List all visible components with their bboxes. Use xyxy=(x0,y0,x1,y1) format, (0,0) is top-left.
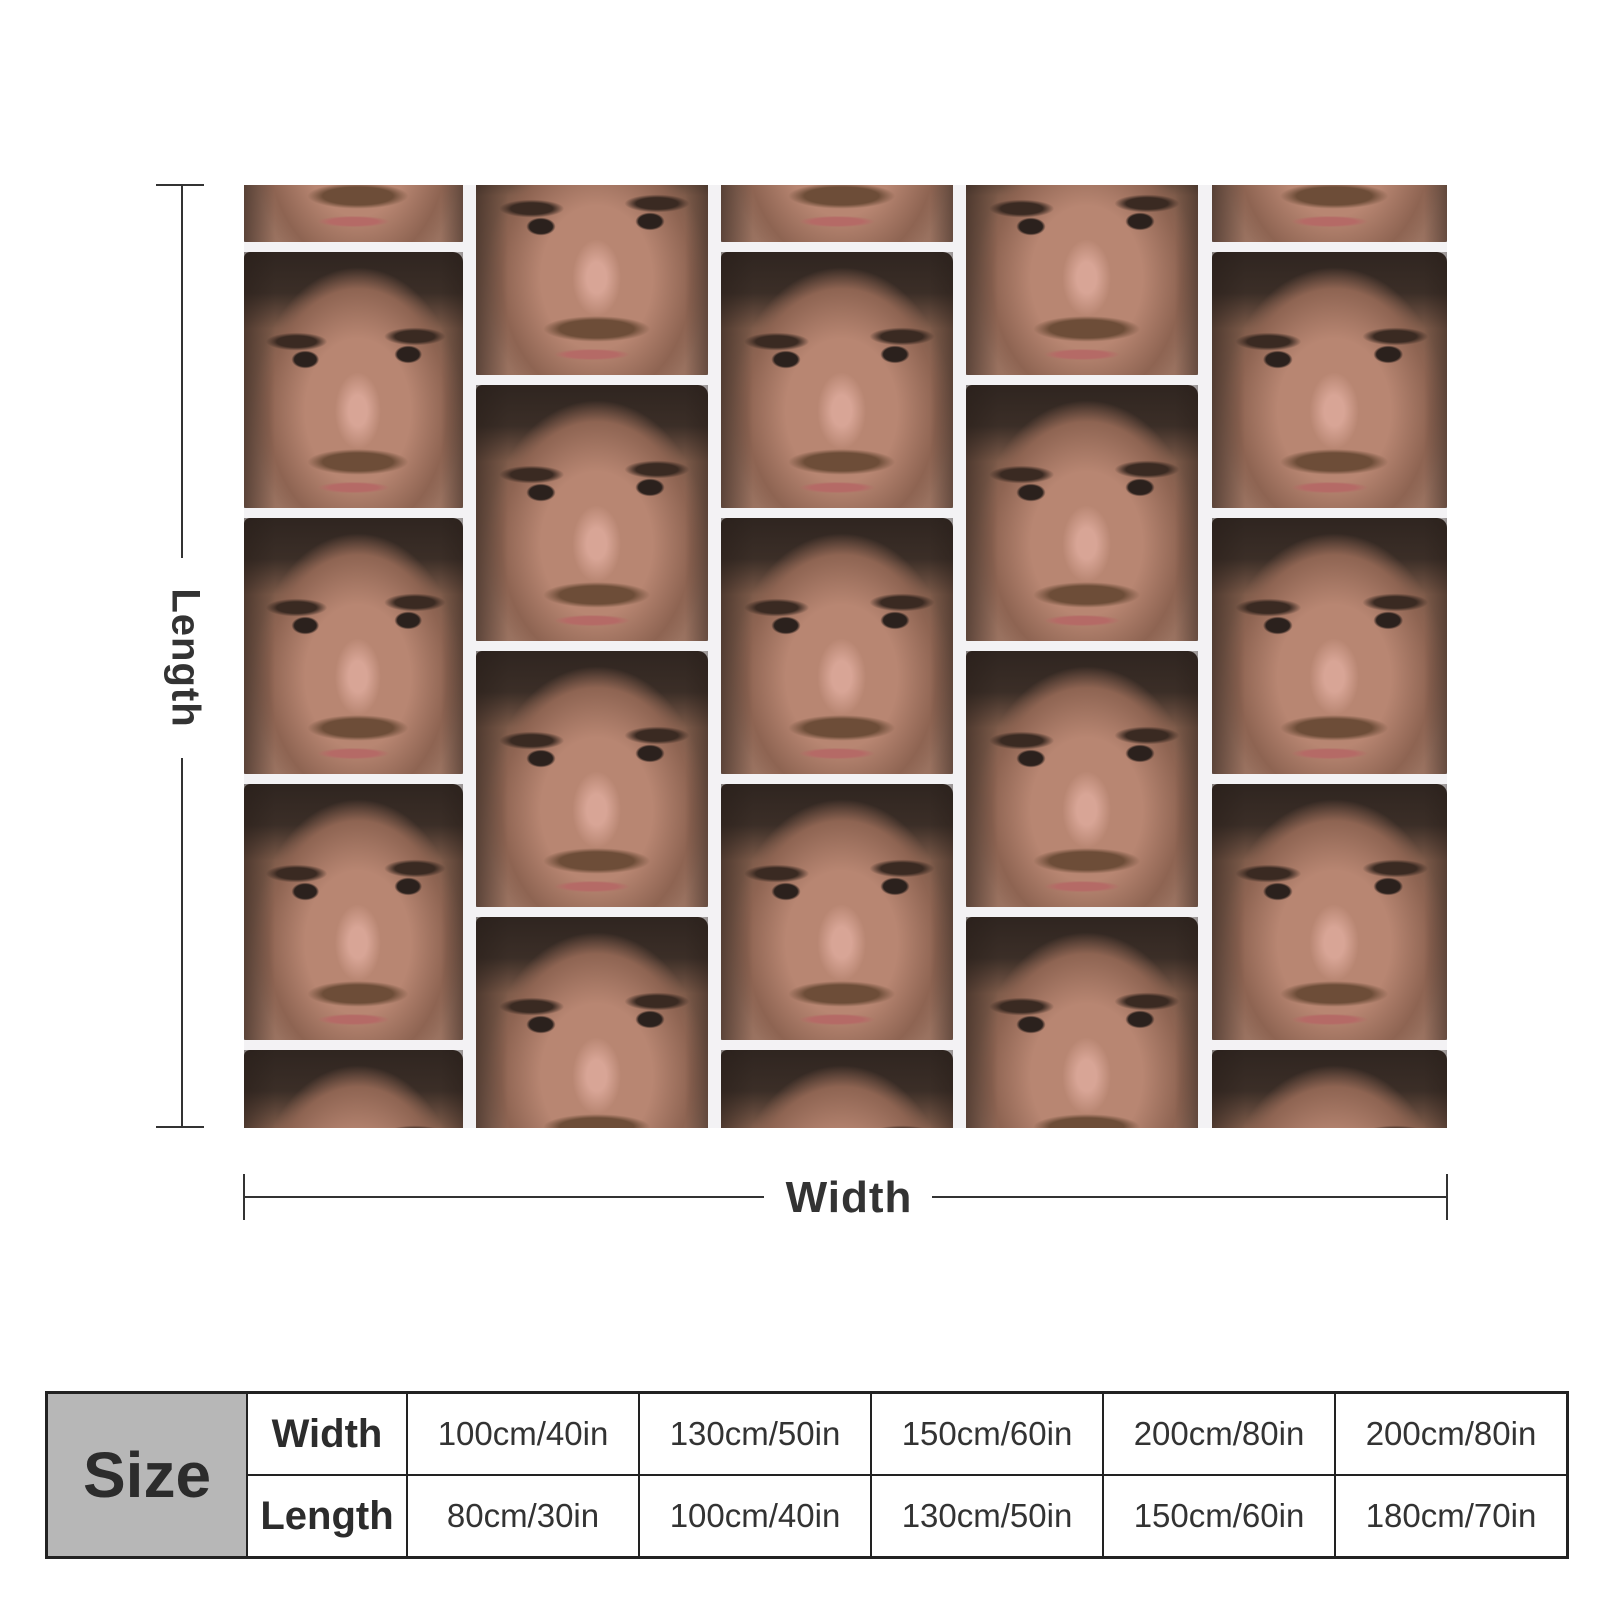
face-tile xyxy=(721,784,953,1040)
length-dimension-cap-top xyxy=(156,184,204,186)
length-label: Length xyxy=(163,588,208,728)
face-tile xyxy=(721,518,953,774)
face-tile xyxy=(1212,1050,1447,1128)
face-tile xyxy=(966,385,1198,641)
table-row-width: Size Width 100cm/40in 130cm/50in 150cm/6… xyxy=(45,1391,1569,1559)
pattern-column xyxy=(966,185,1198,1128)
width-value-cell: 150cm/60in xyxy=(870,1391,1104,1476)
width-value-cell: 200cm/80in xyxy=(1102,1391,1336,1476)
face-tile xyxy=(244,1050,463,1128)
face-tile xyxy=(244,518,463,774)
width-value-cell: 100cm/40in xyxy=(406,1391,640,1476)
length-dimension-line xyxy=(181,184,183,558)
width-dimension-line xyxy=(243,1196,764,1198)
pattern-column xyxy=(244,185,463,1128)
length-value-cell: 150cm/60in xyxy=(1102,1474,1336,1559)
table-row-length: Length 80cm/30in 100cm/40in 130cm/50in 1… xyxy=(47,1474,1569,1559)
face-tile xyxy=(1212,185,1447,242)
length-value-cell: 80cm/30in xyxy=(406,1474,640,1559)
size-chart-table: Size Width 100cm/40in 130cm/50in 150cm/6… xyxy=(45,1391,1569,1559)
length-value-cell: 180cm/70in xyxy=(1334,1474,1569,1559)
pattern-column xyxy=(1212,185,1447,1128)
width-label: Width xyxy=(785,1173,913,1222)
width-dimension-line xyxy=(932,1196,1448,1198)
width-value-cell: 130cm/50in xyxy=(638,1391,872,1476)
face-tile xyxy=(476,385,708,641)
length-dimension-cap-bottom xyxy=(156,1126,204,1128)
face-tile xyxy=(476,917,708,1128)
face-tile xyxy=(721,252,953,508)
length-dimension-line xyxy=(181,758,183,1128)
width-dimension-cap-right xyxy=(1446,1174,1448,1220)
face-tile xyxy=(966,651,1198,907)
face-tile xyxy=(476,185,708,375)
face-tile xyxy=(721,185,953,242)
size-header-cell: Size xyxy=(45,1391,248,1559)
length-row-label: Length xyxy=(246,1474,408,1559)
face-tile xyxy=(476,651,708,907)
face-tile xyxy=(244,185,463,242)
length-value-cell: 100cm/40in xyxy=(638,1474,872,1559)
face-tile xyxy=(1212,252,1447,508)
length-value-cell: 130cm/50in xyxy=(870,1474,1104,1559)
face-tile xyxy=(1212,518,1447,774)
face-tile xyxy=(721,1050,953,1128)
face-tile xyxy=(244,784,463,1040)
blanket-pattern-image xyxy=(244,185,1447,1128)
pattern-column xyxy=(721,185,953,1128)
width-row-label: Width xyxy=(246,1391,408,1476)
width-value-cell: 200cm/80in xyxy=(1334,1391,1569,1476)
face-tile xyxy=(966,917,1198,1128)
face-tile xyxy=(244,252,463,508)
pattern-column xyxy=(476,185,708,1128)
face-tile xyxy=(966,185,1198,375)
face-tile xyxy=(1212,784,1447,1040)
